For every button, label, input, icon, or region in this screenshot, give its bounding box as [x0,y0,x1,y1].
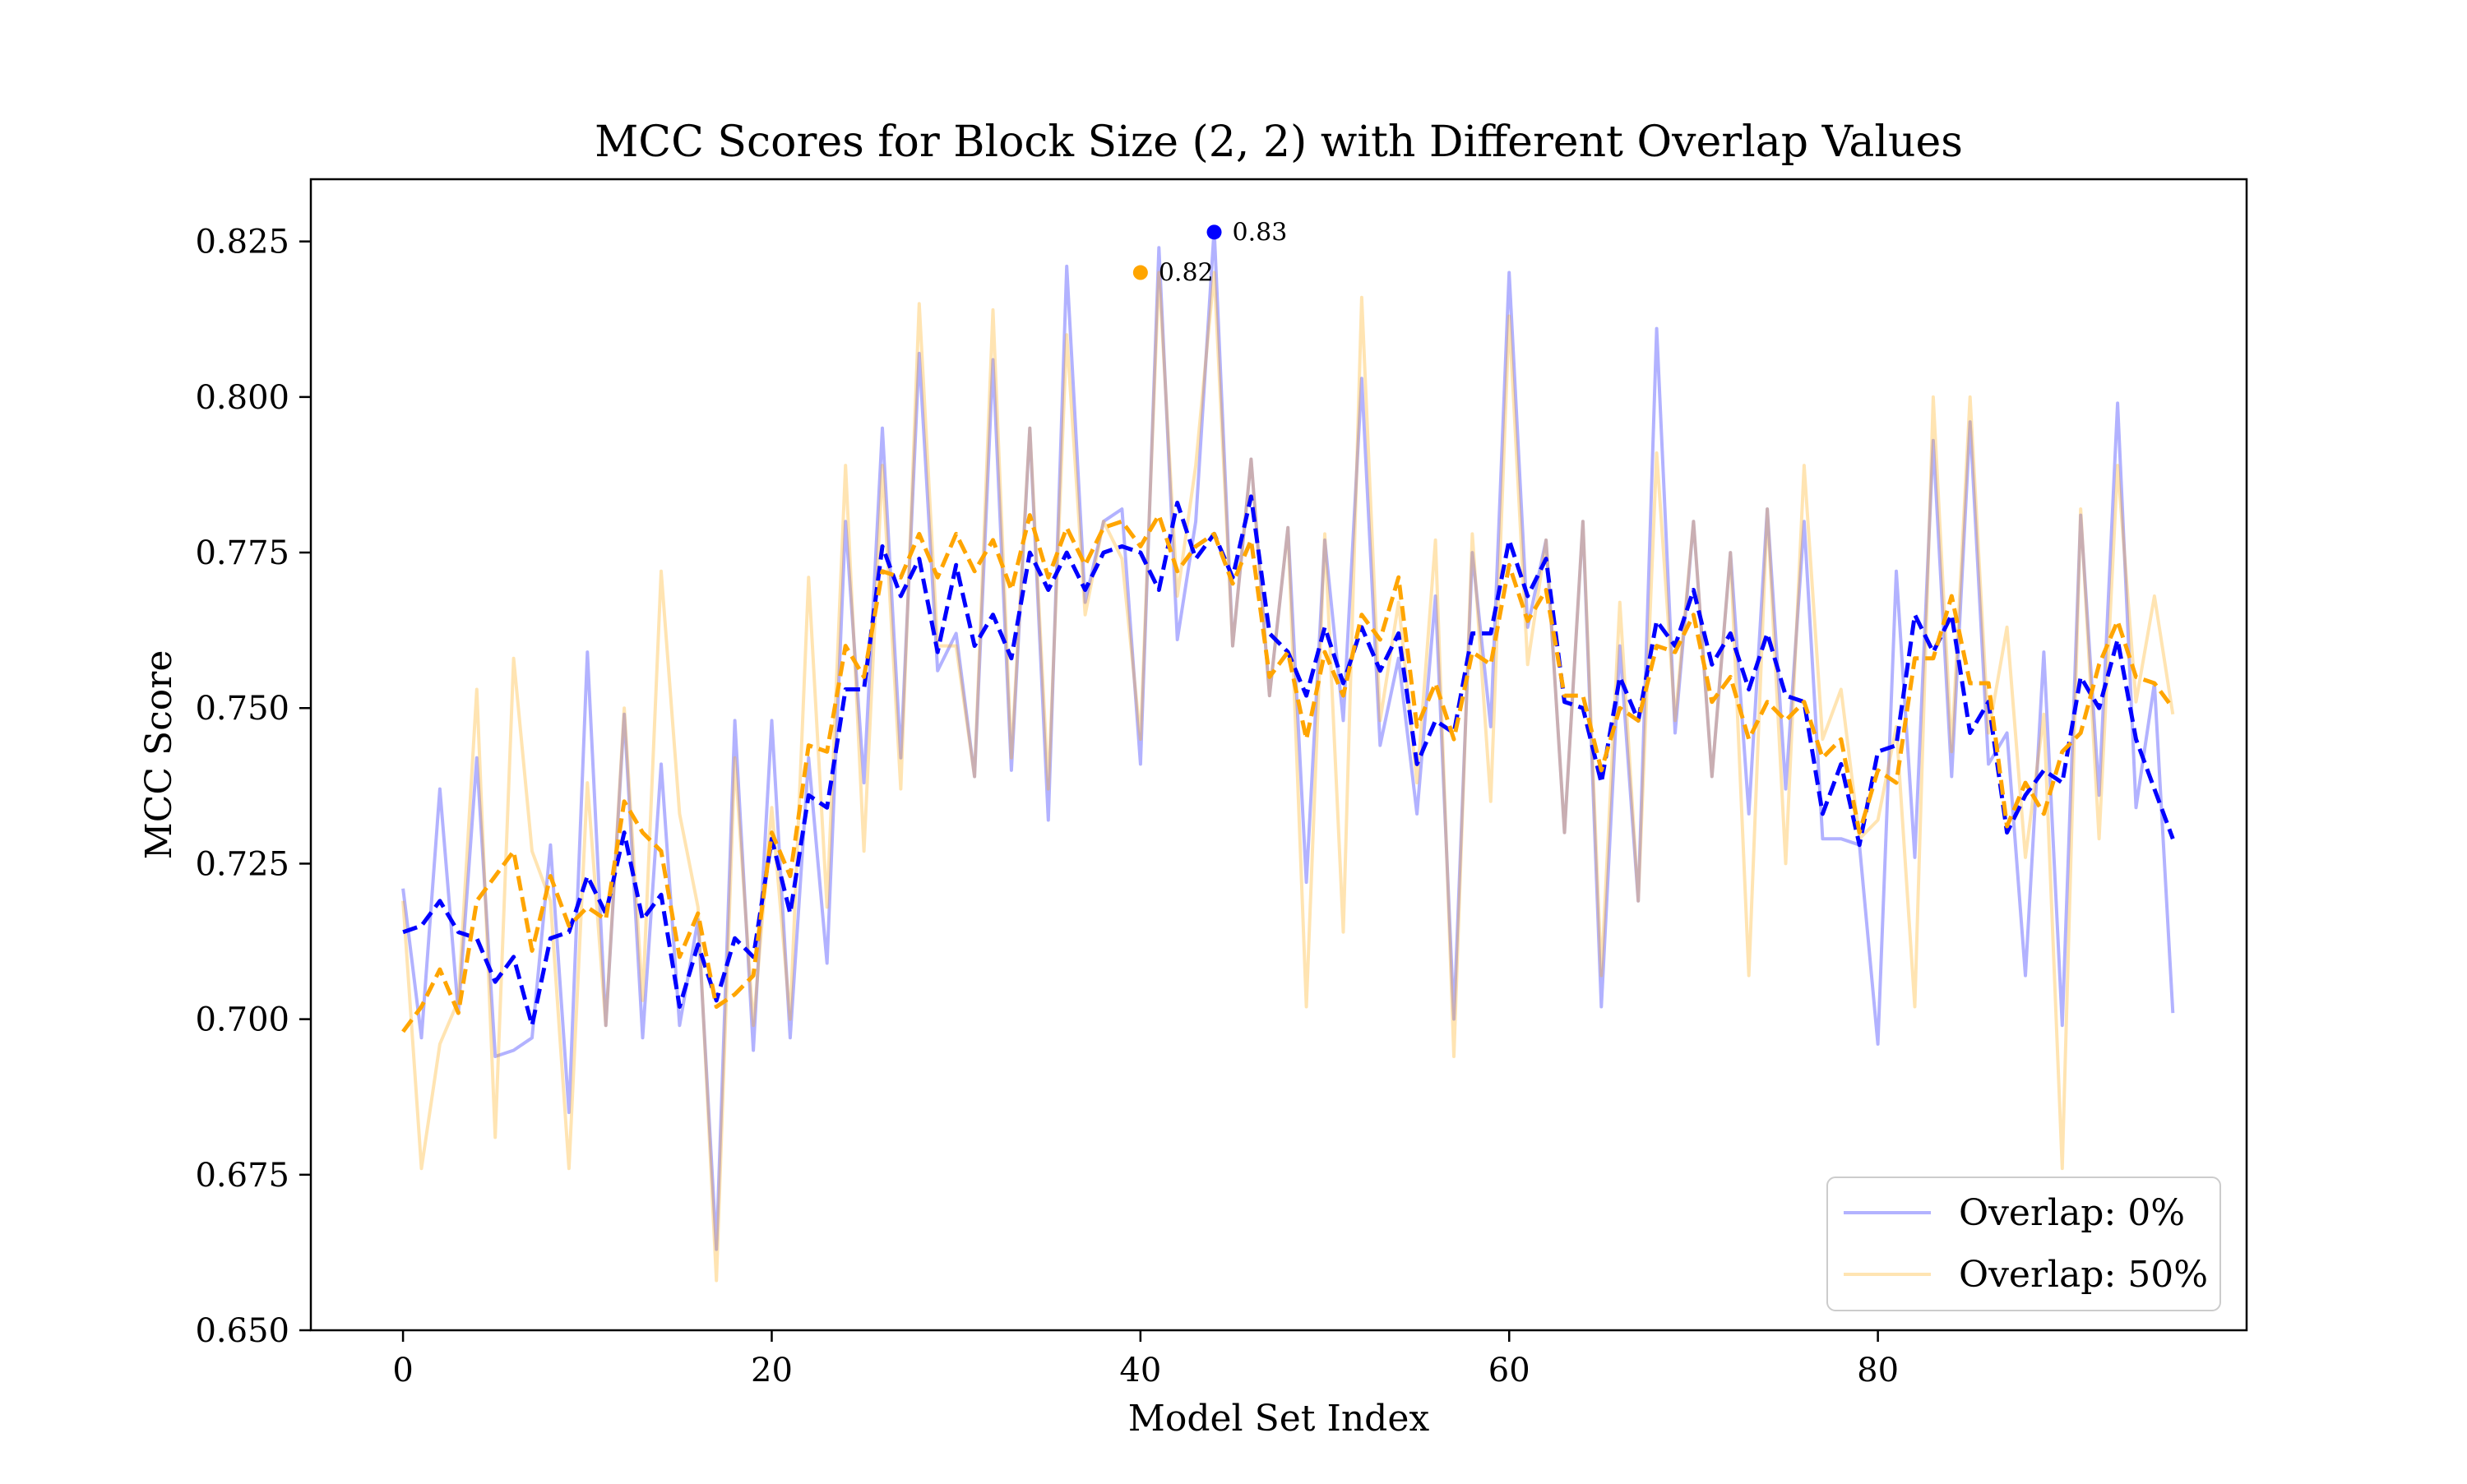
y-axis-label: MCC Score [138,650,180,860]
series-line-overlap-0-trend [402,494,2175,1028]
x-tick-label: 40 [1119,1352,1161,1389]
y-tick-label: 0.700 [195,1001,289,1039]
y-tick-label: 0.750 [195,690,289,728]
x-tick-label: 80 [1857,1352,1899,1389]
series-line-overlap-50 [401,270,2175,1283]
legend-label-overlap-50: Overlap: 50% [1959,1254,2208,1296]
legend-label-overlap-0: Overlap: 0% [1959,1192,2185,1234]
y-tick-label: 0.650 [195,1312,289,1350]
series-line-overlap-50-trend [401,513,2175,1033]
x-tick-label: 20 [751,1352,793,1389]
plot-frame [309,178,2248,1332]
x-axis-label: Model Set Index [1128,1398,1430,1440]
max-point-marker-0 [1206,224,1222,240]
x-tick-label: 60 [1488,1352,1530,1389]
legend-box [1826,1177,2221,1311]
axis-ticks: 0 20 40 60 80 0.650 0.675 0.700 0.725 0.750 0.775 0… [195,224,1899,1389]
y-tick-label: 0.825 [195,224,289,261]
plot-area: 0.83 0.82 [401,218,2175,1283]
x-tick-label: 0 [392,1352,413,1389]
max-point-label-1: 0.82 [1159,259,1214,288]
y-tick-label: 0.775 [195,534,289,572]
max-point-marker-1 [1132,265,1148,280]
chart-title: MCC Scores for Block Size (2, 2) with Di… [595,118,1963,167]
legend: Overlap: 0% Overlap: 50% [1826,1177,2221,1311]
y-tick-label: 0.800 [195,379,289,417]
y-tick-label: 0.725 [195,845,289,883]
y-tick-label: 0.675 [195,1157,289,1195]
series-line-overlap-0 [401,227,2175,1251]
max-point-label-0: 0.83 [1233,218,1288,247]
